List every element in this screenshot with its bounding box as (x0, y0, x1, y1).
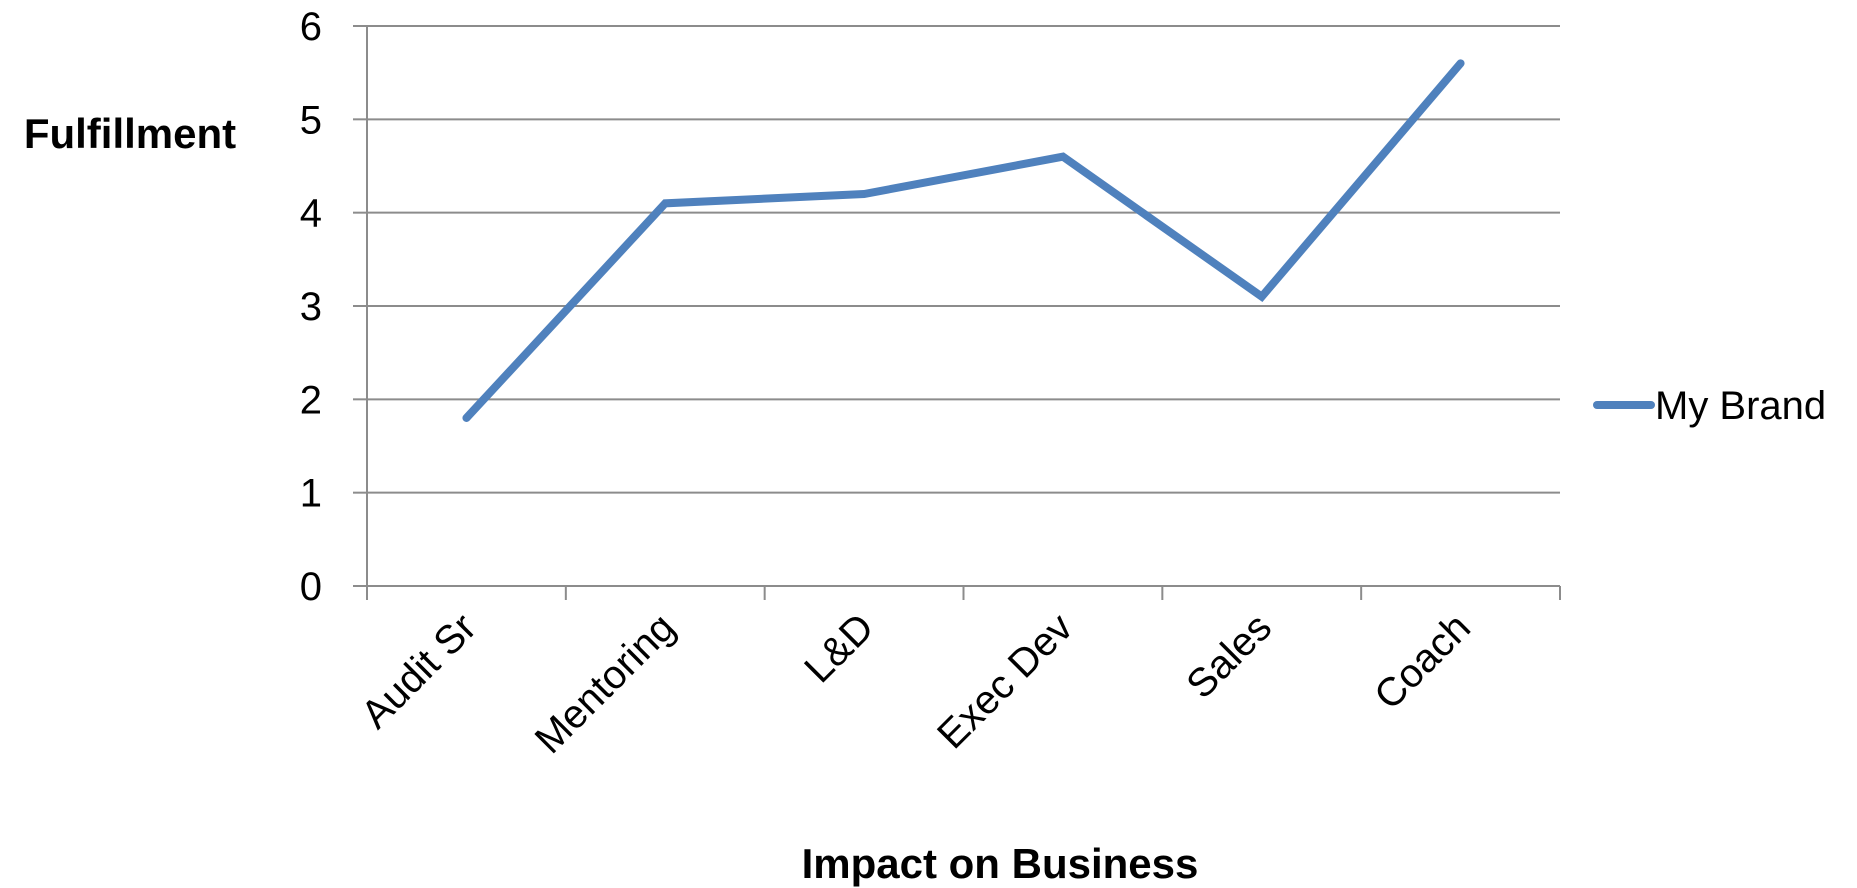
x-tick-label: Mentoring (527, 605, 684, 762)
y-tick-label: 5 (300, 98, 322, 142)
data-point (465, 417, 468, 419)
data-point (1459, 62, 1462, 65)
y-tick-label: 1 (300, 472, 322, 516)
y-tick-label: 0 (300, 565, 322, 609)
series-lines (462, 59, 1465, 422)
x-tick-label: Coach (1366, 605, 1479, 718)
data-point (664, 202, 667, 205)
x-tick-label: Exec Dev (929, 605, 1081, 757)
data-point (1061, 155, 1064, 158)
x-axis-tick-labels: Audit Sr Mentoring L&D Exec Dev Sales Coach (353, 605, 1479, 762)
x-tick-label: L&D (796, 605, 882, 691)
y-tick-label: 6 (300, 5, 322, 49)
y-tick-label: 3 (300, 285, 322, 329)
series-line-my-brand (462, 59, 1465, 422)
data-point (863, 193, 866, 195)
legend-label-my-brand: My Brand (1655, 384, 1826, 428)
x-axis-title: Impact on Business (802, 840, 1199, 887)
legend: My Brand (1593, 384, 1826, 428)
x-axis (366, 26, 1561, 600)
x-tick-label: Audit Sr (353, 605, 485, 737)
y-axis-tick-labels: 0 1 2 3 4 5 6 (300, 5, 322, 609)
y-axis-title: Fulfillment (24, 110, 236, 157)
y-tick-label: 2 (300, 378, 322, 422)
y-tick-label: 4 (300, 192, 322, 236)
gridlines (353, 25, 1560, 587)
data-point (1260, 295, 1263, 298)
x-tick-label: Sales (1178, 605, 1280, 707)
